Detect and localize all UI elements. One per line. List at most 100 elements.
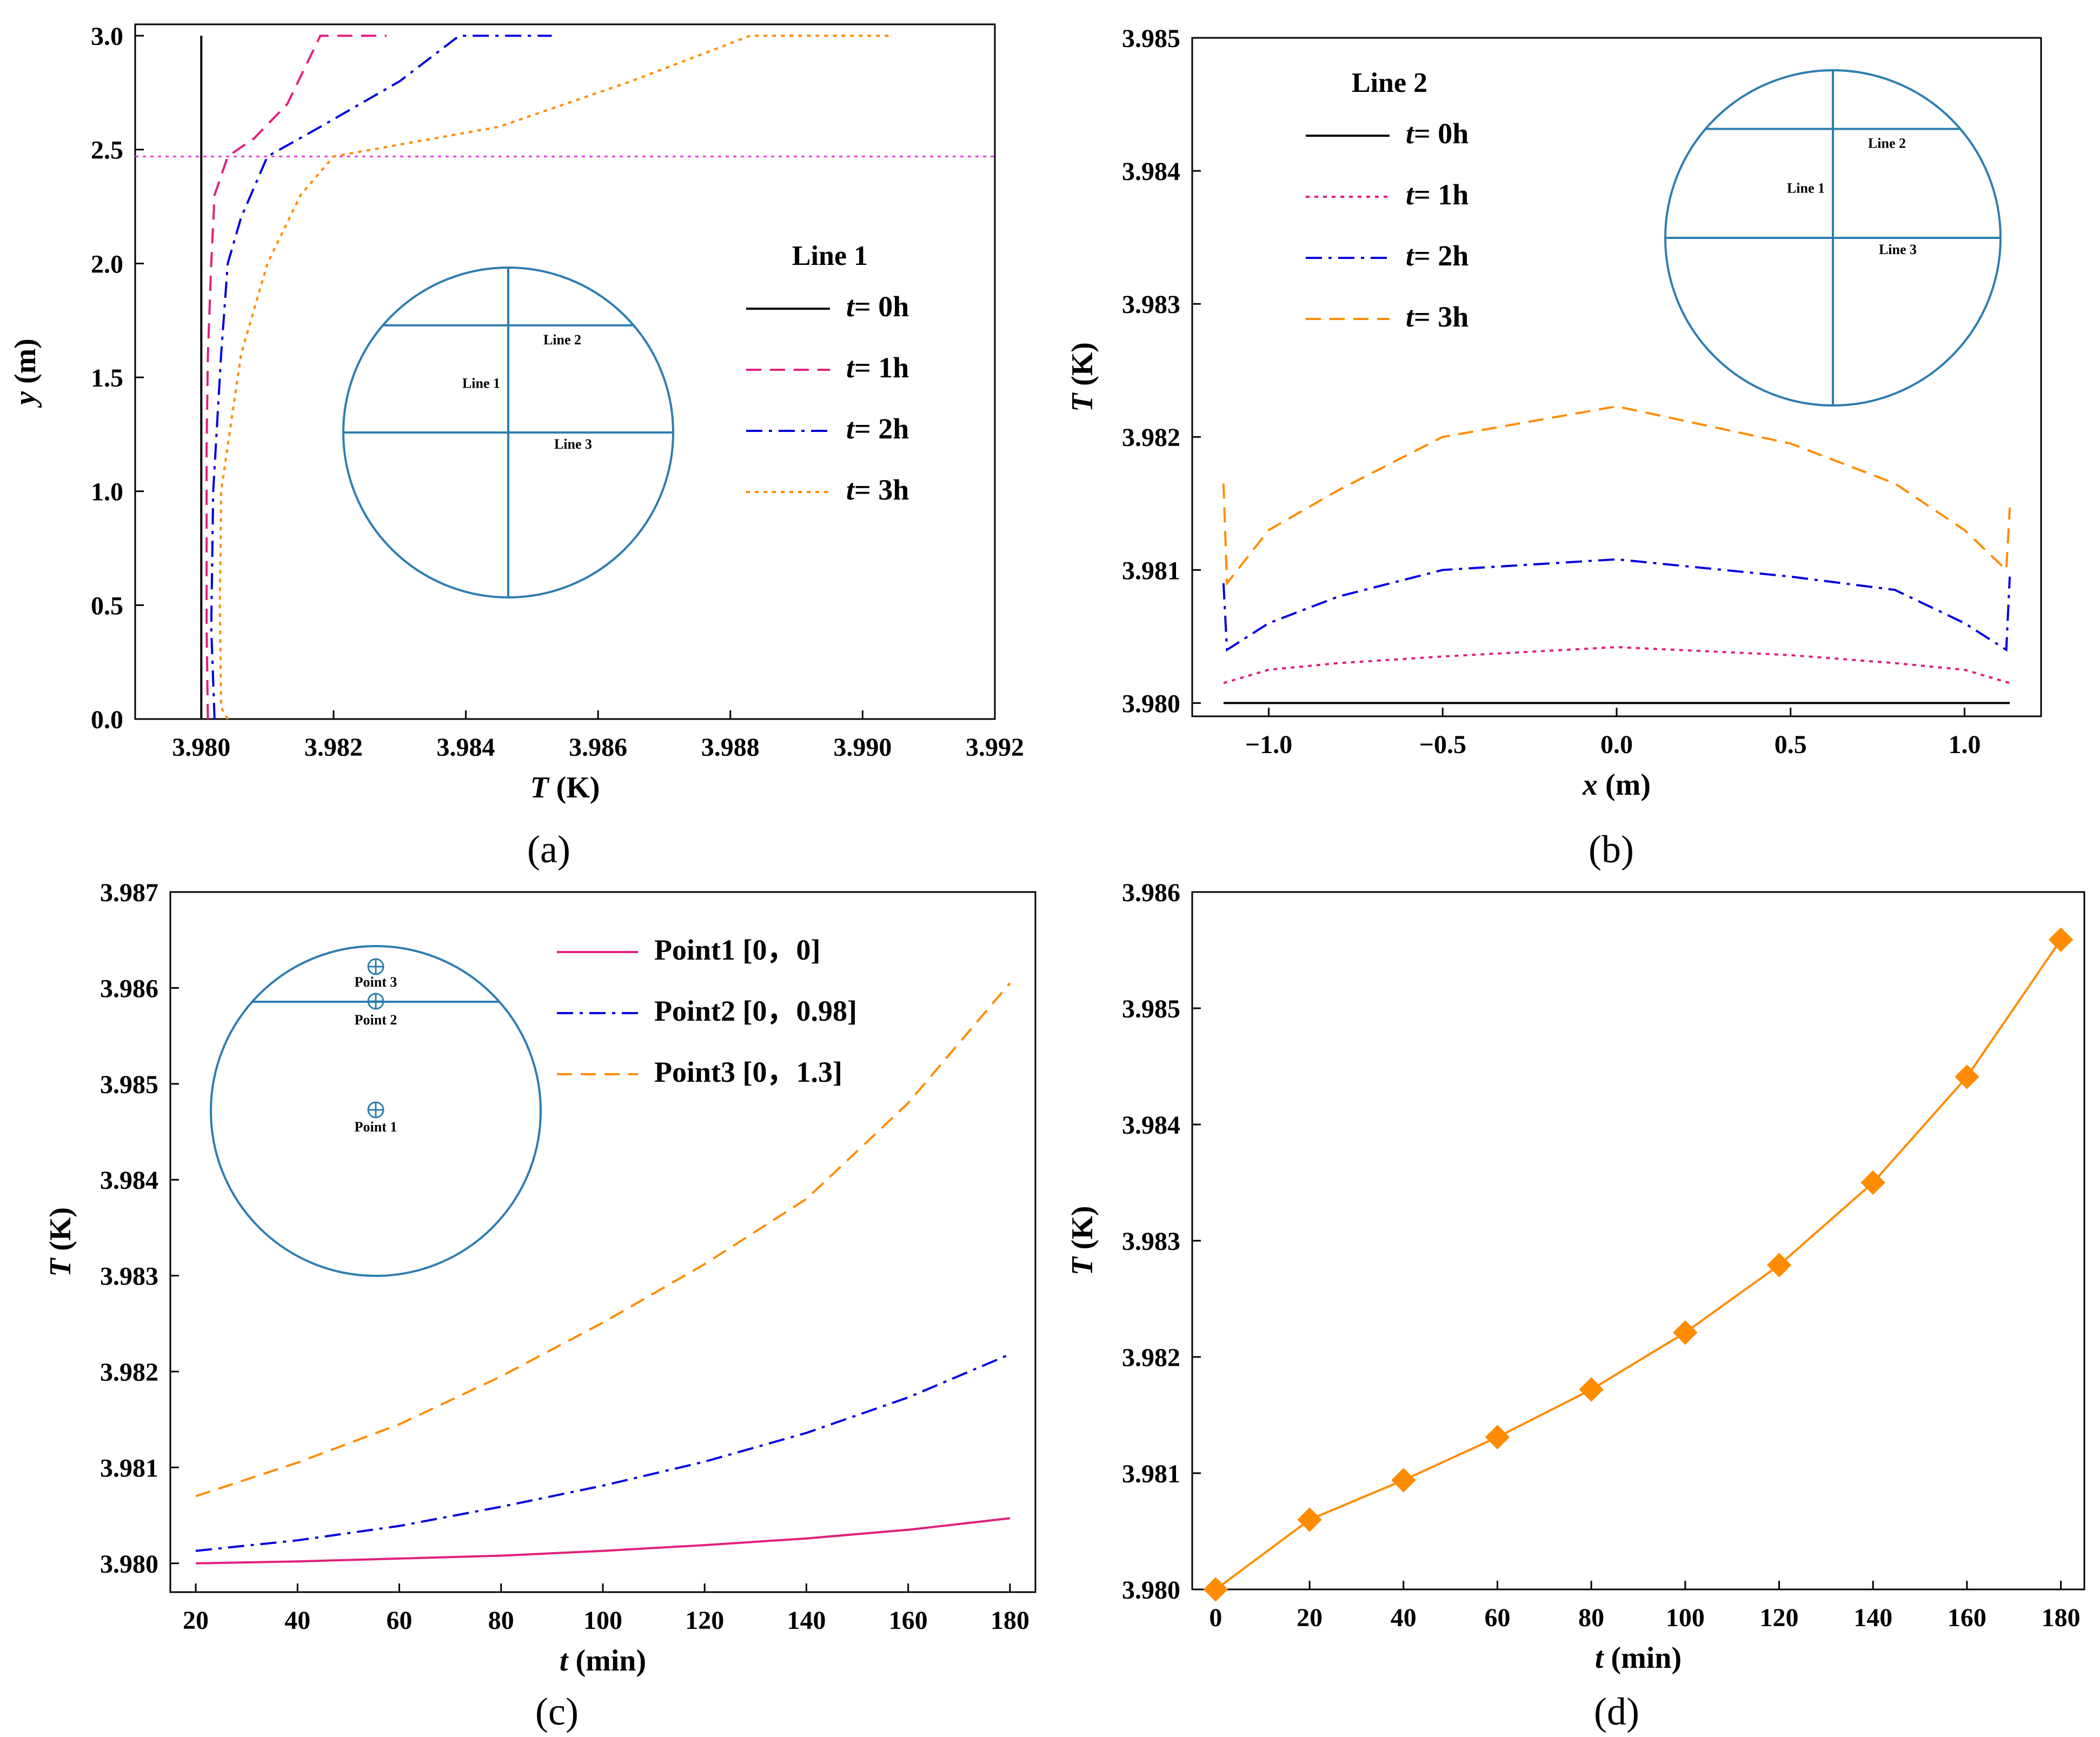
- x-tick-label: 140: [1853, 1603, 1892, 1632]
- x-axis-label: T (K): [530, 771, 600, 804]
- y-tick-label: 3.983: [1122, 290, 1180, 319]
- x-tick-label: 80: [488, 1606, 514, 1635]
- x-tick-label: 120: [1760, 1603, 1799, 1632]
- data-point: [1297, 1507, 1322, 1532]
- x-tick-label: 160: [889, 1606, 928, 1635]
- y-tick-label: 3.984: [1122, 157, 1180, 186]
- inset-circle: [210, 945, 542, 1277]
- y-tick-label: 3.984: [1122, 1111, 1180, 1140]
- x-axis-label: t (min): [1595, 1641, 1682, 1675]
- x-tick-label: 3.986: [569, 733, 627, 762]
- y-axis-label: T (K): [44, 1207, 77, 1277]
- y-tick-label: 3.981: [1122, 556, 1180, 585]
- data-point: [2048, 927, 2074, 952]
- data-point: [1673, 1320, 1698, 1345]
- series-line: [205, 35, 387, 720]
- y-tick-label: 3.983: [1122, 1227, 1180, 1256]
- inset-label: Line 1: [462, 376, 500, 391]
- y-tick-label: 0.0: [91, 706, 123, 734]
- chart-d: 0 20 40 60 80 100 120 140 160 180 3.980 3.981 3.982 3…: [1066, 879, 2085, 1733]
- x-tick-label: 100: [583, 1606, 622, 1635]
- data-point: [1485, 1425, 1510, 1450]
- y-axis-label: y (m): [9, 338, 42, 408]
- x-tick-label: 20: [1297, 1603, 1323, 1632]
- data-point: [1203, 1577, 1228, 1602]
- series-line: [210, 35, 552, 720]
- plot-frame: [1191, 37, 2042, 717]
- y-tick-label: 1.0: [91, 478, 123, 507]
- y-tick-label: 3.981: [100, 1454, 158, 1482]
- y-tick-label: 3.986: [1122, 879, 1180, 907]
- x-tick-label: 120: [685, 1606, 724, 1635]
- legend-label: t= 0h: [846, 290, 909, 323]
- x-axis-label: t (min): [560, 1644, 646, 1678]
- x-axis-label: x (m): [1582, 768, 1651, 802]
- x-tick-label: 60: [1484, 1603, 1510, 1632]
- x-tick-label: 40: [1391, 1603, 1417, 1632]
- data-point: [1955, 1064, 1979, 1089]
- y-tick-label: 1.5: [91, 364, 123, 392]
- geometry-inset: Line 1 Line 2 Line 3: [342, 267, 674, 598]
- series-line: [1215, 939, 2062, 1590]
- legend-label: t= 3h: [1406, 301, 1468, 333]
- series-line: [195, 982, 1011, 1498]
- y-tick-label: 2.0: [91, 250, 123, 278]
- inset-label: Point 2: [355, 1012, 397, 1028]
- y-axis-label: T (K): [1066, 1206, 1099, 1275]
- y-tick-label: 3.982: [1122, 423, 1180, 452]
- inset-label: Line 2: [543, 332, 581, 348]
- x-tick-label: 100: [1666, 1603, 1705, 1632]
- data-point: [1860, 1170, 1885, 1195]
- y-tick-label: 0.5: [91, 591, 123, 620]
- chart-b: −1.0 −0.5 0.0 0.5 1.0 3.980 3.981 3.982 3.983 3.9…: [1066, 24, 2042, 871]
- x-tick-label: 20: [183, 1606, 209, 1635]
- y-tick-label: 3.982: [100, 1358, 158, 1387]
- legend-label: t= 1h: [1406, 178, 1468, 211]
- x-tick-label: 80: [1578, 1603, 1604, 1632]
- y-tick-label: 3.980: [1122, 1576, 1180, 1605]
- x-tick-label: 3.982: [304, 733, 363, 762]
- y-tick-label: 3.982: [1122, 1343, 1180, 1372]
- legend-label: t= 2h: [846, 412, 909, 445]
- x-tick-label: 180: [991, 1606, 1029, 1635]
- panel-caption: (d): [1594, 1690, 1639, 1733]
- y-tick-label: 3.986: [100, 974, 158, 1003]
- panel-caption: (b): [1589, 828, 1634, 871]
- y-tick-label: 2.5: [91, 136, 123, 165]
- x-tick-label: 0.5: [1775, 730, 1807, 759]
- y-tick-label: 3.980: [100, 1550, 158, 1579]
- data-point: [1579, 1377, 1604, 1402]
- plot-frame: [169, 891, 1036, 1593]
- data-point: [1391, 1468, 1416, 1493]
- x-tick-label: 40: [284, 1606, 310, 1635]
- legend-label: t= 0h: [1406, 117, 1468, 150]
- y-tick-label: 3.985: [1122, 995, 1180, 1023]
- y-tick-label: 3.0: [91, 22, 123, 51]
- chart-c: 20 40 60 80 100 120 140 160 180 3.980 3.981 3.982 3.…: [44, 879, 1036, 1733]
- inset-label: Line 3: [554, 436, 592, 452]
- chart-a: 3.980 3.982 3.984 3.986 3.988 3.990 3.992 0.0 0.…: [9, 22, 1024, 871]
- x-tick-label: 3.990: [833, 733, 892, 762]
- inset-label: Line 2: [1868, 136, 1906, 151]
- data-point: [1766, 1253, 1792, 1277]
- inset-label: Point 1: [355, 1119, 397, 1135]
- x-tick-label: −0.5: [1419, 730, 1466, 759]
- series-line: [1223, 645, 2010, 684]
- x-tick-label: 140: [787, 1606, 826, 1635]
- series-line: [1222, 405, 2011, 587]
- x-tick-label: 3.988: [701, 733, 760, 762]
- plot-frame: [134, 23, 996, 720]
- y-tick-label: 3.980: [1122, 689, 1180, 718]
- series-line: [218, 35, 889, 720]
- legend-title: Line 2: [1352, 68, 1427, 98]
- plot-frame: [1191, 891, 2085, 1590]
- y-tick-label: 3.983: [100, 1262, 158, 1291]
- x-tick-label: 0.0: [1600, 730, 1633, 759]
- y-tick-label: 3.981: [1122, 1460, 1180, 1488]
- legend-label: Point1 [0，0]: [654, 934, 820, 966]
- geometry-inset: Point 3 Point 2 Point 1: [210, 945, 542, 1277]
- legend-label: t= 1h: [846, 351, 909, 384]
- inset-label: Point 3: [355, 974, 397, 990]
- legend-title: Line 1: [792, 241, 868, 271]
